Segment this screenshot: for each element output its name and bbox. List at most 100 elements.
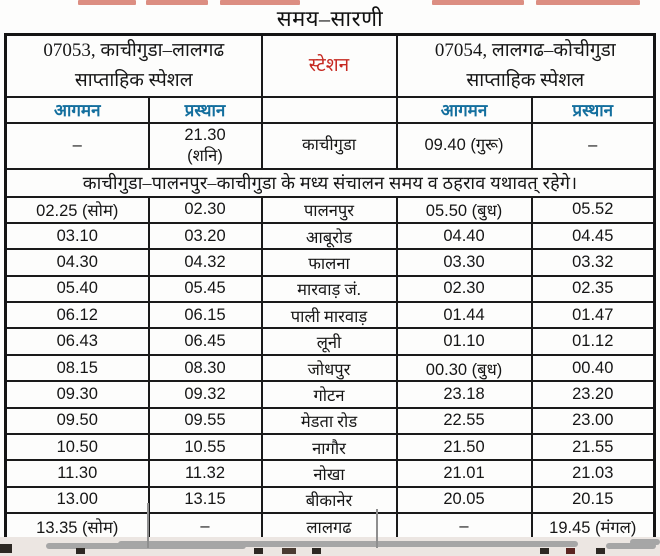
station-rows: 02.25 (सोम) 02.30 पालनपुर 05.50 (बुध) 05…	[4, 195, 656, 541]
station-name-cell: नागौर	[260, 433, 398, 462]
departure-time-cell: 01.47	[530, 301, 656, 330]
train-07054-header: 07054, लालगढ–कोचीगुडा साप्ताहिक स्पेशल	[395, 33, 656, 98]
station-name-cell: पाली मारवाड़	[260, 301, 398, 330]
photo-dark-mark	[76, 548, 85, 554]
photo-dark-mark	[540, 548, 549, 554]
station-name-cell: लूनी	[260, 327, 398, 356]
arrival-time-cell: 23.18	[395, 380, 533, 409]
station-name-cell: मारवाड़ जं.	[260, 274, 398, 304]
arrival-time-cell: –	[395, 512, 533, 541]
departure-time-cell: 23.00	[530, 406, 656, 436]
table-row: 08.15 08.30 जोधपुर 00.30 (बुध) 00.40	[4, 353, 656, 383]
departure-time-cell: 20.15	[530, 485, 656, 515]
table-subheader-row: आगमन प्रस्थान आगमन प्रस्थान	[4, 95, 656, 124]
page-title: समय–सारणी	[276, 6, 384, 31]
table-row: 13.35 (सोम) – लालगढ – 19.45 (मंगल)	[4, 512, 656, 541]
arrival-time-cell: 13.35 (सोम)	[4, 512, 150, 541]
arrival-time-cell: 00.30 (बुध)	[395, 353, 533, 383]
arrival-time-cell: 01.10	[395, 327, 533, 356]
arrival-time-cell: 03.30	[395, 248, 533, 277]
departure-time-cell: 23.20	[530, 380, 656, 409]
arrival-header-right: आगमन	[395, 95, 533, 124]
table-row: 09.30 09.32 गोटन 23.18 23.20	[4, 380, 656, 409]
table-row: 06.12 06.15 पाली मारवाड़ 01.44 01.47	[4, 301, 656, 330]
station-name-cell: काचीगुडा	[260, 121, 398, 170]
table-row: 10.50 10.55 नागौर 21.50 21.55	[4, 433, 656, 462]
photo-dark-mark	[596, 548, 605, 554]
arrival-time-cell: 20.05	[395, 485, 533, 515]
arrival-time-cell: 05.40	[4, 274, 150, 304]
train-timetable: 07053, काचीगुडा–लालगढ साप्ताहिक स्पेशल स…	[4, 33, 656, 542]
table-row: 02.25 (सोम) 02.30 पालनपुर 05.50 (बुध) 05…	[4, 195, 656, 224]
arrival-time-cell: 04.30	[4, 248, 150, 277]
train-07054-name: 07054, लालगढ–कोचीगुडा	[434, 40, 616, 62]
station-name-cell: नोखा	[260, 459, 398, 488]
departure-time-cell: –	[530, 121, 656, 170]
photo-dark-mark	[282, 548, 296, 554]
table-row: 05.40 05.45 मारवाड़ जं. 02.30 02.35	[4, 274, 656, 304]
train-07053-name: 07053, काचीगुडा–लालगढ	[43, 40, 225, 62]
train-07053-subtitle: साप्ताहिक स्पेशल	[74, 69, 193, 91]
arrival-time-cell: 09.30	[4, 380, 150, 409]
photo-dark-mark	[254, 548, 263, 554]
photo-gray-bar	[630, 539, 660, 545]
departure-time-cell: 00.40	[530, 353, 656, 383]
operation-note-row: काचीगुडा–पालनपुर–काचीगुडा के मध्य संचालन…	[4, 167, 656, 198]
departure-time-cell: 04.32	[147, 248, 263, 277]
red-text-fragment	[432, 0, 524, 5]
station-name-cell: मेडता रोड	[260, 406, 398, 436]
table-row: 13.00 13.15 बीकानेर 20.05 20.15	[4, 485, 656, 515]
departure-time-cell: 03.32	[530, 248, 656, 277]
photo-dark-mark	[312, 548, 321, 554]
station-name-cell: जोधपुर	[260, 353, 398, 383]
arrival-time-cell: 02.30	[395, 274, 533, 304]
train-07054-subtitle: साप्ताहिक स्पेशल	[466, 69, 585, 91]
table-row: 06.43 06.45 लूनी 01.10 01.12	[4, 327, 656, 356]
departure-time-cell: 05.45	[147, 274, 263, 304]
red-text-fragment	[146, 0, 208, 5]
arrival-time-cell: –	[4, 121, 150, 170]
departure-header-left: प्रस्थान	[147, 95, 263, 124]
arrival-time-cell: 22.55	[395, 406, 533, 436]
station-name-cell: बीकानेर	[260, 485, 398, 515]
arrival-time-cell: 06.43	[4, 327, 150, 356]
departure-time-cell: 01.12	[530, 327, 656, 356]
departure-time-cell: 06.45	[147, 327, 263, 356]
departure-time-cell: 06.15	[147, 301, 263, 330]
departure-time-cell: 05.52	[530, 195, 656, 224]
station-column-header: स्टेशन	[260, 33, 398, 98]
table-row-kachiguda: – 21.30 (शनि) काचीगुडा 09.40 (गुरू) –	[4, 121, 656, 170]
arrival-time-cell: 05.50 (बुध)	[395, 195, 533, 224]
departure-day: (शनि)	[187, 146, 223, 165]
departure-time-cell: 21.30 (शनि)	[147, 121, 263, 170]
photo-dark-mark	[0, 544, 12, 553]
departure-time-cell: 21.03	[530, 459, 656, 488]
photo-dark-mark	[566, 548, 575, 554]
station-name-cell: गोटन	[260, 380, 398, 409]
station-name-cell: पालनपुर	[260, 195, 398, 224]
photo-pole-line	[147, 503, 149, 548]
departure-time-cell: –	[147, 512, 263, 541]
operation-note: काचीगुडा–पालनपुर–काचीगुडा के मध्य संचालन…	[4, 167, 656, 198]
station-subheader-empty	[260, 95, 398, 124]
arrival-time-cell: 13.00	[4, 485, 150, 515]
departure-time: 21.30	[184, 125, 226, 144]
departure-time-cell: 09.32	[147, 380, 263, 409]
arrival-time-cell: 06.12	[4, 301, 150, 330]
arrival-time-cell: 10.50	[4, 433, 150, 462]
departure-time-cell: 02.35	[530, 274, 656, 304]
departure-header-right: प्रस्थान	[530, 95, 656, 124]
departure-time-cell: 11.32	[147, 459, 263, 488]
arrival-time-cell: 03.10	[4, 221, 150, 251]
departure-time-cell: 09.55	[147, 406, 263, 436]
departure-time-cell: 13.15	[147, 485, 263, 515]
cutoff-photo-strip	[0, 537, 660, 556]
departure-time-cell: 19.45 (मंगल)	[530, 512, 656, 541]
station-name-cell: फालना	[260, 248, 398, 277]
station-name-cell: आबूरोड	[260, 221, 398, 251]
red-text-fragment	[220, 0, 300, 5]
arrival-time-cell: 01.44	[395, 301, 533, 330]
red-text-fragment	[536, 0, 640, 5]
departure-time-cell: 10.55	[147, 433, 263, 462]
